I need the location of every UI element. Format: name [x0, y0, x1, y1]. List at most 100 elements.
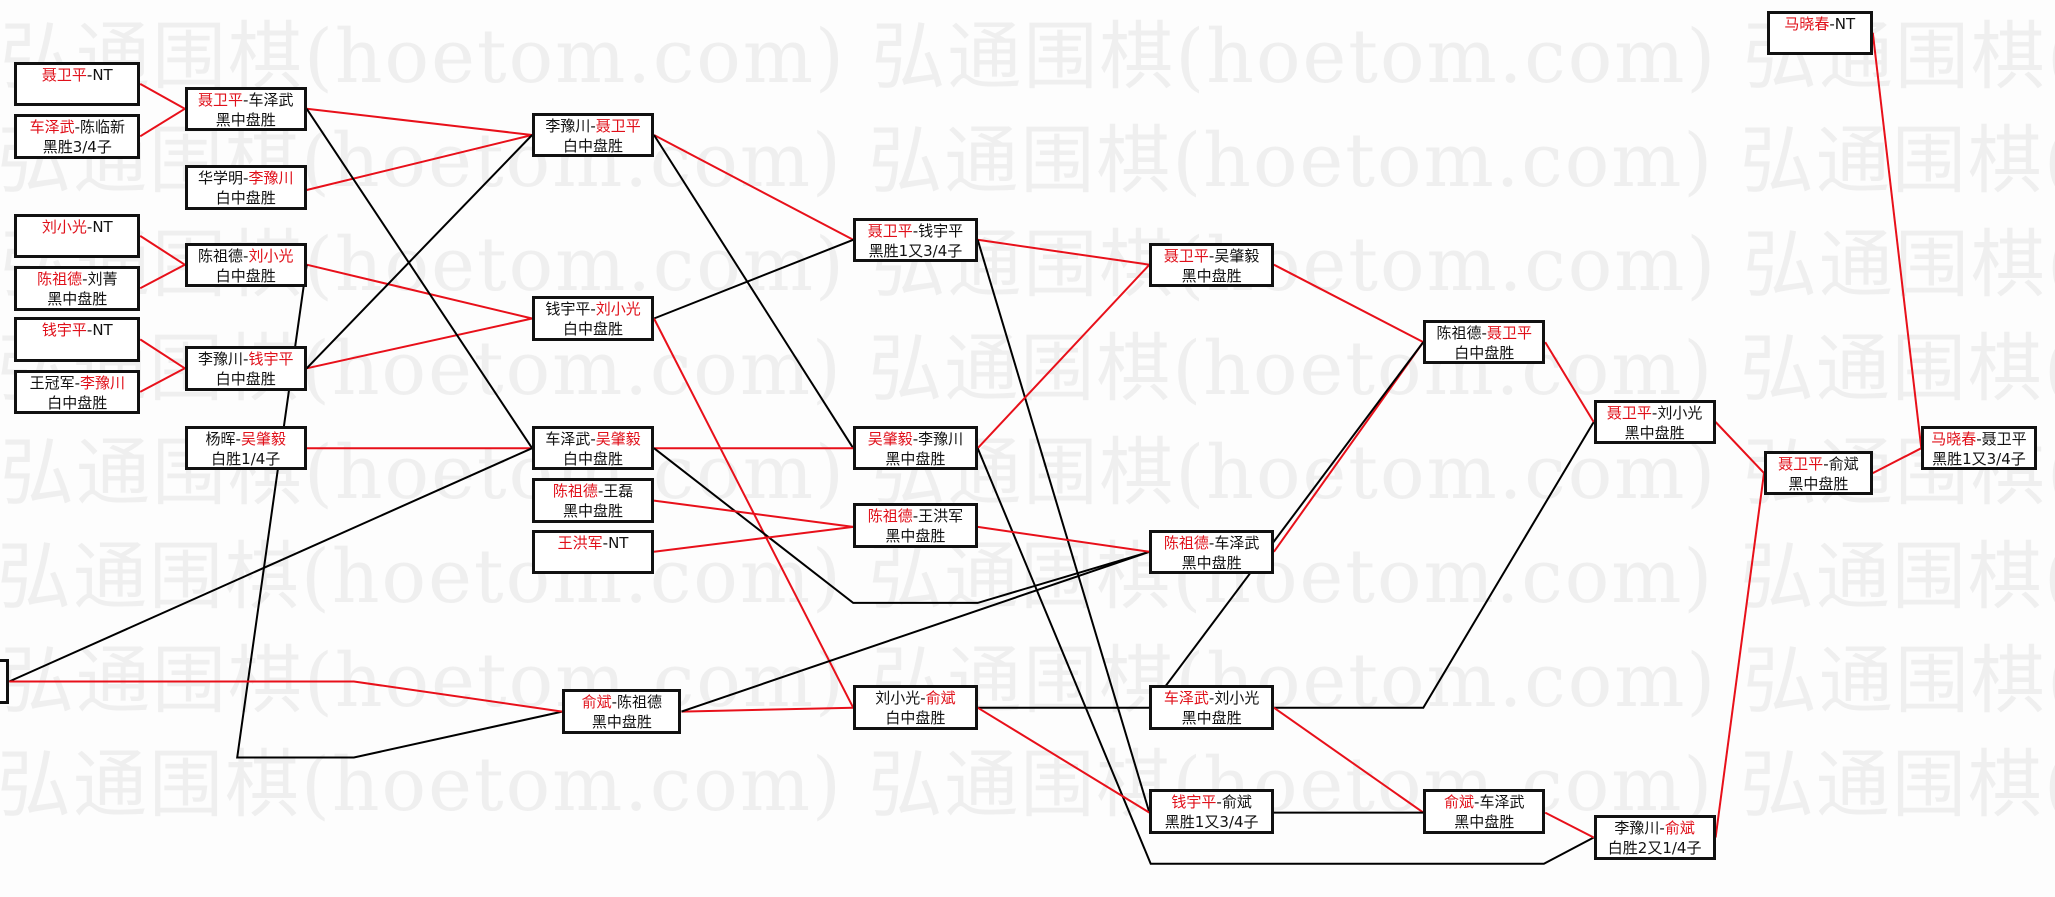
separator: - [1823, 454, 1829, 473]
match-box: 李豫川-俞斌 白胜2又1/4子 [1593, 815, 1716, 860]
winner-advance-line [1544, 341, 1595, 423]
match-box: 陈祖德-车泽武 黑中盘胜 [1149, 529, 1274, 575]
match-box: 聂卫平-吴肇毅 黑中盘胜 [1149, 242, 1274, 288]
match-result: 白中盘胜 [47, 393, 108, 412]
match-result: 黑中盘胜 [1181, 553, 1242, 572]
separator: - [590, 116, 596, 135]
winner-advance-line [306, 107, 533, 136]
winner-advance-line [139, 83, 186, 110]
match-box: 车泽武-吴肇毅 白中盘胜 [532, 425, 654, 471]
winner-name: 聂卫平 [1778, 454, 1824, 473]
separator: - [1216, 793, 1222, 811]
match-result: 黑胜1又3/4子 [868, 241, 963, 260]
winner-name: 钱宇平 [41, 321, 87, 340]
match-box: 陈祖德-刘菁 黑中盘胜 [14, 266, 141, 311]
loser-name: NT [92, 65, 113, 84]
match-result: 白胜1/4子 [211, 449, 281, 468]
match-players: 陈祖德-王磊 [535, 481, 651, 501]
match-players: 聂卫平-车泽武 [188, 90, 304, 110]
match-box: 李豫川-钱宇平 白中盘胜 [184, 346, 307, 391]
match-result: 白中盘胜 [215, 266, 276, 285]
match-result: 白中盘胜 [563, 320, 624, 339]
match-players: 陈祖德-王洪军 [856, 506, 975, 526]
winner-name: 聂卫平 [595, 116, 641, 135]
loser-name: 陈祖德 [198, 246, 244, 265]
winner-advance-line [976, 264, 1151, 449]
winner-name: 王洪军 [557, 533, 603, 552]
winner-advance-line [1714, 421, 1765, 474]
match-players: 刘小光-NT [17, 217, 137, 237]
winner-advance-line [1872, 447, 1922, 474]
separator: - [243, 350, 249, 368]
loser-line [976, 447, 1595, 865]
winner-name: 李豫川 [80, 373, 126, 392]
loser-name: 杨晖 [205, 429, 236, 448]
loser-name: NT [1834, 14, 1856, 33]
separator: - [1659, 819, 1665, 838]
winner-name: 吴肇毅 [240, 429, 286, 448]
winner-name: 李豫川 [248, 169, 294, 188]
separator: - [235, 429, 241, 448]
winner-name: 马晓春 [1931, 429, 1977, 448]
winner-name: 俞斌 [1664, 819, 1695, 838]
match-box: 聂卫平-钱宇平 黑胜1又3/4子 [853, 217, 978, 263]
match-players: 陈祖德-刘菁 [17, 269, 137, 289]
winner-name: 陈祖德 [552, 482, 598, 501]
match-box-offscreen [0, 659, 9, 704]
match-players: 华学明-李豫川 [188, 168, 304, 188]
loser-name: 车泽武 [1214, 533, 1260, 552]
winner-name: 吴肇毅 [595, 429, 641, 448]
separator: - [82, 270, 88, 288]
separator: - [86, 217, 93, 236]
match-players: 聂卫平-俞斌 [1767, 454, 1870, 474]
winner-name: 俞斌 [925, 689, 956, 708]
match-players: 聂卫平-NT [17, 65, 137, 85]
match-result: 黑胜3/4子 [42, 138, 112, 156]
match-players: 王冠军-李豫川 [17, 373, 137, 393]
match-players: 车泽武-刘小光 [1152, 688, 1271, 708]
match-box: 陈祖德-王磊 黑中盘胜 [532, 478, 654, 523]
match-box: 钱宇平-俞斌 黑胜1又3/4子 [1149, 789, 1274, 834]
loser-name: NT [608, 533, 629, 552]
match-players: 陈祖德-车泽武 [1152, 533, 1271, 553]
match-box: 王冠军-李豫川 白中盘胜 [14, 369, 141, 415]
winner-name: 刘小光 [248, 246, 294, 265]
separator: - [1208, 533, 1215, 552]
winner-advance-line [1714, 472, 1765, 838]
match-box: 刘小光-俞斌 白中盘胜 [853, 685, 978, 730]
loser-line [305, 108, 533, 449]
match-result: 黑中盘胜 [591, 713, 652, 732]
loser-line [653, 134, 855, 449]
match-players: 王洪军-NT [535, 533, 651, 553]
separator: - [611, 693, 618, 712]
winner-name: 聂卫平 [867, 221, 913, 240]
match-box: 刘小光-NT [14, 213, 141, 259]
separator: - [74, 373, 80, 392]
match-result: 黑中盘胜 [1454, 813, 1515, 831]
winner-name: 车泽武 [29, 118, 75, 136]
match-box: 杨晖-吴肇毅 白胜1/4子 [184, 425, 307, 471]
loser-name: 俞斌 [1221, 793, 1252, 811]
loser-name: 陈祖德 [1436, 323, 1482, 342]
match-result: 黑中盘胜 [885, 527, 946, 546]
match-box: 马晓春-聂卫平 黑胜1又3/4子 [1921, 425, 2037, 471]
loser-line [1148, 341, 1425, 709]
loser-name: 刘小光 [1657, 403, 1703, 422]
separator: - [1208, 689, 1215, 708]
match-result: 白中盘胜 [885, 709, 946, 728]
loser-line [236, 264, 563, 759]
loser-name: 钱宇平 [918, 221, 964, 240]
winner-name: 刘小光 [41, 217, 87, 236]
separator: - [74, 118, 80, 136]
match-box: 马晓春-NT [1766, 10, 1873, 56]
match-result: 白中盘胜 [215, 370, 276, 388]
match-result: 白中盘胜 [563, 136, 624, 155]
winner-name: 陈祖德 [37, 270, 83, 288]
loser-line [653, 447, 1150, 604]
winner-advance-line [977, 525, 1150, 553]
match-players: 车泽武-吴肇毅 [535, 429, 651, 449]
loser-name: 车泽武 [545, 429, 591, 448]
winner-name: 聂卫平 [198, 90, 244, 109]
winner-name: 聂卫平 [1486, 323, 1532, 342]
